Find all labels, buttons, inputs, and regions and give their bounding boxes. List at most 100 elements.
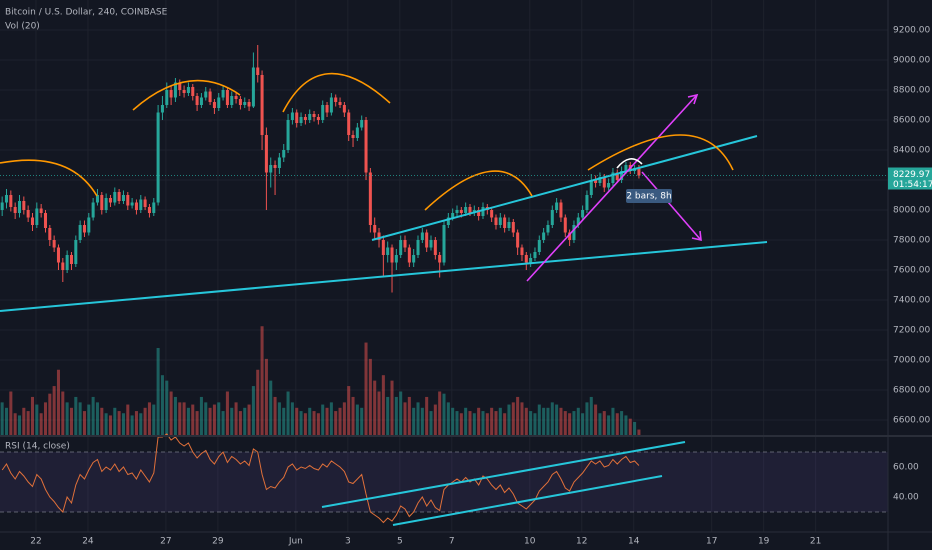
- candle-body: [221, 90, 225, 98]
- volume-bar: [516, 396, 520, 435]
- volume-bar: [238, 411, 242, 435]
- volume-bar: [633, 421, 637, 435]
- candle-body: [82, 225, 86, 233]
- candle-body: [35, 208, 39, 225]
- candle-body: [594, 180, 598, 183]
- candle-body: [91, 202, 95, 218]
- candle-body: [230, 96, 234, 105]
- rsi-line: [1, 433, 640, 524]
- chart-title: Bitcoin / U.S. Dollar, 240, COINBASE: [5, 8, 168, 18]
- candle-body: [65, 255, 69, 270]
- volume-bar: [286, 391, 290, 435]
- candle-body: [377, 232, 381, 240]
- y-tick-label: 9000.00: [893, 56, 930, 66]
- volume-bar: [628, 418, 632, 435]
- candle-body: [78, 225, 82, 240]
- volume-bar: [130, 415, 134, 435]
- arrow-head: [691, 230, 702, 242]
- volume-bar: [139, 413, 143, 435]
- candle-body: [303, 117, 307, 120]
- volume-bar: [607, 415, 611, 435]
- candle-body: [295, 112, 299, 123]
- candle-body: [321, 105, 325, 120]
- volume-bar: [65, 402, 69, 435]
- rsi-tick-label: 40.00: [893, 493, 919, 503]
- candle-body: [117, 192, 121, 201]
- volume-bar: [178, 402, 182, 435]
- measure-label: 2 bars, 8h: [626, 192, 671, 202]
- volume-bar: [542, 407, 546, 435]
- arrow-head: [687, 93, 699, 105]
- candle-body: [9, 195, 13, 207]
- candle-body: [342, 105, 346, 113]
- candle-body: [173, 82, 177, 98]
- candle-body: [468, 207, 472, 213]
- volume-bar: [312, 411, 316, 435]
- volume-bar: [78, 402, 82, 435]
- candle-body: [524, 255, 528, 263]
- volume-bar: [22, 407, 26, 435]
- candle-body: [69, 255, 73, 264]
- candle-body: [147, 207, 151, 213]
- volume-bar: [17, 415, 22, 435]
- volume-bar: [169, 391, 173, 435]
- y-tick-label: 7800.00: [893, 236, 930, 246]
- volume-bar: [256, 369, 260, 435]
- volume-bar: [282, 407, 286, 435]
- volume-bar: [559, 407, 563, 435]
- volume-bar: [165, 380, 169, 435]
- volume-bar: [182, 402, 186, 435]
- arc: [616, 158, 643, 169]
- volume-bar: [524, 407, 528, 435]
- candle-body: [368, 172, 372, 225]
- candle-body: [61, 262, 65, 270]
- volume-bar: [143, 407, 147, 435]
- volume-bar: [433, 404, 437, 435]
- candle-body: [217, 97, 221, 108]
- volume-bar: [208, 407, 212, 435]
- x-tick-label: 17: [706, 537, 717, 547]
- volume-bar: [269, 380, 273, 435]
- candle-body: [308, 114, 312, 120]
- volume-bar: [477, 407, 481, 435]
- volume-bar: [290, 402, 294, 435]
- volume-bar: [468, 411, 472, 435]
- candle-body: [299, 117, 303, 123]
- volume-bar: [594, 404, 598, 435]
- volume-bar: [212, 404, 216, 435]
- candle-body: [74, 240, 78, 264]
- candle-body: [438, 255, 442, 263]
- candle-body: [407, 247, 411, 263]
- candle-body: [139, 199, 143, 210]
- y-tick-label: 7000.00: [893, 356, 930, 366]
- candle-body: [455, 210, 459, 213]
- volume-bar: [342, 402, 346, 435]
- volume-bar: [221, 411, 225, 435]
- volume-bar: [113, 407, 117, 435]
- candle-body: [273, 165, 277, 168]
- candle-body: [390, 247, 394, 263]
- volume-bar: [204, 402, 208, 435]
- volume-bar: [394, 396, 398, 435]
- candle-body: [30, 217, 35, 225]
- volume-bar: [624, 415, 628, 435]
- volume-bar: [26, 411, 30, 435]
- candle-body: [351, 135, 355, 138]
- y-tick-label: 8000.00: [893, 206, 930, 216]
- candle-body: [316, 117, 320, 120]
- candle-body: [386, 247, 390, 255]
- volume-bar: [225, 391, 229, 435]
- volume-bar: [234, 402, 238, 435]
- candle-body: [152, 202, 156, 213]
- candle-body: [576, 217, 580, 225]
- volume-bar: [316, 413, 320, 435]
- volume-bar: [498, 407, 502, 435]
- volume-bar: [451, 407, 455, 435]
- candle-body: [286, 120, 290, 150]
- volume-bar: [134, 411, 138, 435]
- volume-bar: [186, 407, 190, 435]
- candle-body: [481, 207, 485, 216]
- candle-body: [113, 192, 117, 203]
- candle-body: [611, 172, 615, 183]
- volume-bar: [273, 396, 277, 435]
